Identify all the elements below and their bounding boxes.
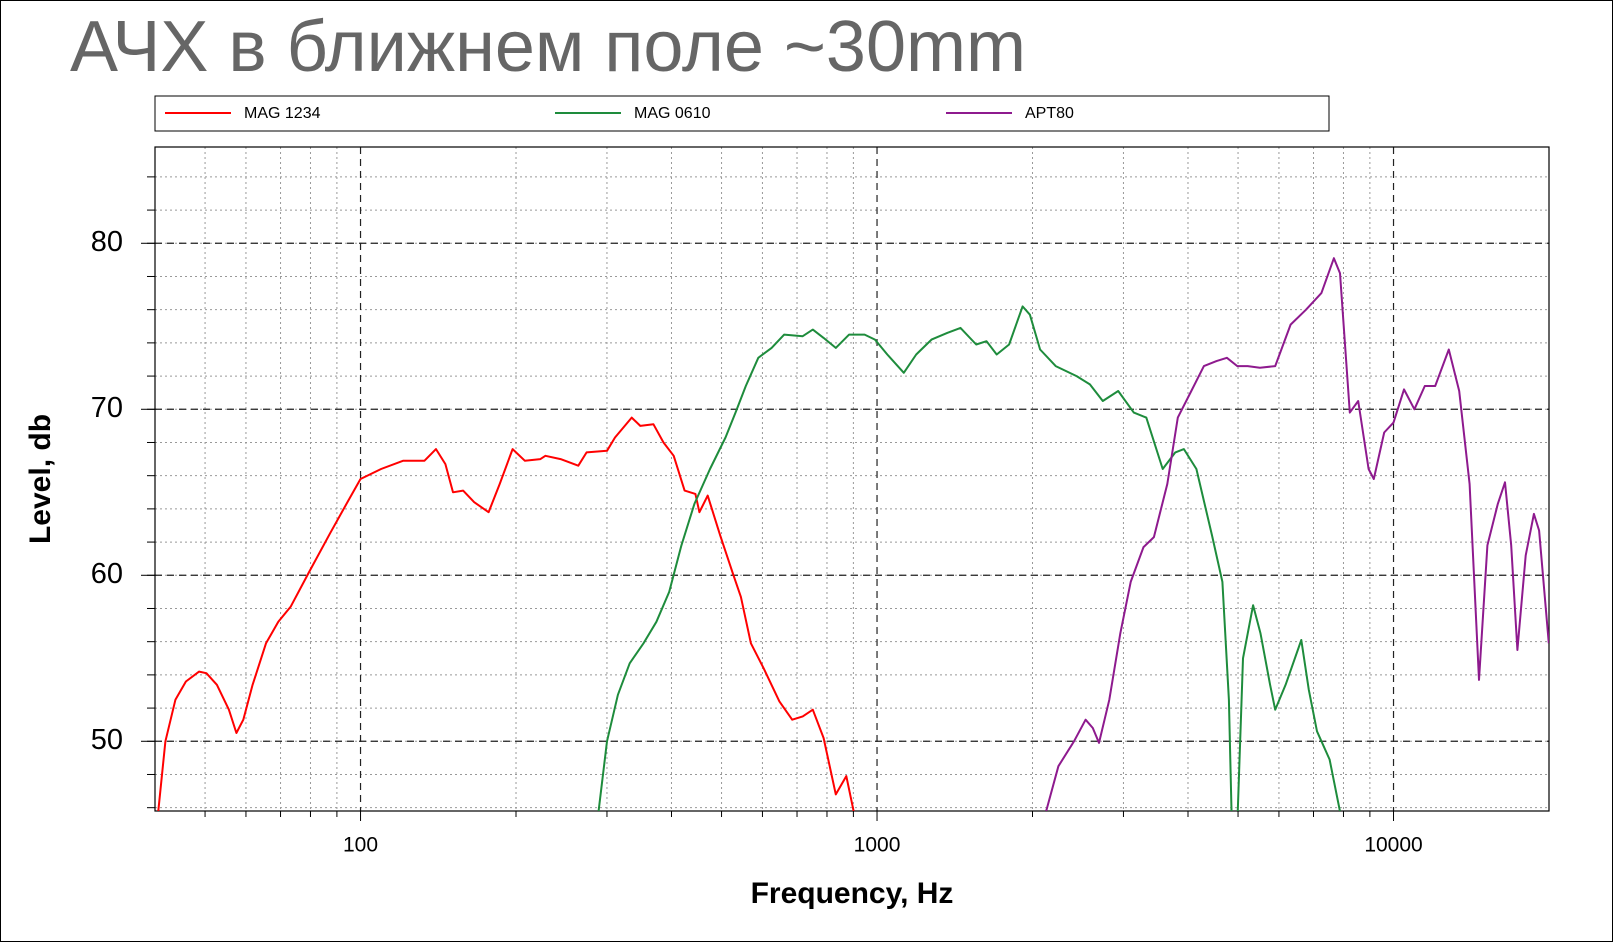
x-axis-label: Frequency, Hz [751, 877, 954, 910]
x-tick-label: 1000 [854, 834, 901, 857]
y-tick-label: 60 [91, 558, 123, 590]
x-tick-label: 10000 [1364, 834, 1422, 857]
series-line [157, 416, 855, 811]
chart-title: АЧХ в ближнем поле ~30mm [70, 7, 1026, 87]
series-line [597, 305, 1341, 811]
y-axis-label: Level, db [24, 414, 57, 544]
y-tick-label: 80 [91, 226, 123, 258]
legend-label: APT80 [1025, 105, 1074, 122]
legend-box [154, 95, 1330, 132]
y-tick-label: 50 [91, 724, 123, 756]
plot-area [154, 146, 1550, 812]
y-tick-label: 70 [91, 392, 123, 424]
x-tick-label: 100 [343, 834, 378, 857]
legend-label: MAG 0610 [634, 105, 711, 122]
plot-lines [157, 257, 1549, 811]
legend-label: MAG 1234 [244, 105, 321, 122]
series-line [1045, 257, 1549, 811]
